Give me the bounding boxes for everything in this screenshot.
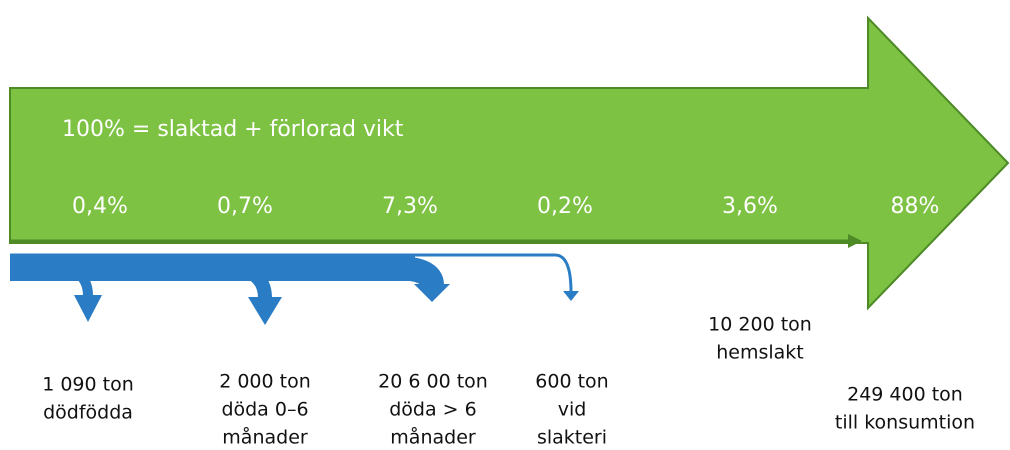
percent: 3,6% bbox=[722, 194, 778, 219]
blue-arrowhead bbox=[563, 291, 579, 301]
flow-label: 2 000 ton bbox=[219, 371, 311, 393]
blue-arrowhead bbox=[248, 297, 282, 325]
percent: 0,2% bbox=[537, 194, 593, 219]
flow-labels: 0,4% 1 090 ton dödfödda 0,7% 2 000 ton döda 0… bbox=[42, 194, 975, 449]
green-arrow bbox=[9, 15, 1010, 311]
flow-label: döda > 6 bbox=[389, 399, 476, 421]
flow-label: dödfödda bbox=[43, 402, 133, 424]
percent: 0,7% bbox=[217, 194, 273, 219]
flow-label: 249 400 ton bbox=[847, 384, 963, 406]
percent: 7,3% bbox=[382, 194, 438, 219]
blue-arrowhead bbox=[414, 284, 450, 302]
blue-branch bbox=[10, 253, 573, 293]
flow-label: månader bbox=[222, 426, 308, 449]
flow-label: 600 ton bbox=[535, 371, 608, 393]
inner-arrow-head bbox=[848, 234, 862, 248]
flow-label: döda 0–6 bbox=[221, 399, 308, 421]
blue-branch bbox=[224, 261, 272, 299]
flow-label: till konsumtion bbox=[835, 412, 975, 434]
blue-arrowhead bbox=[74, 295, 102, 322]
flow-label: 20 6 00 ton bbox=[378, 371, 488, 393]
blue-branch bbox=[54, 263, 93, 297]
flow-label: slakteri bbox=[537, 427, 607, 449]
flow-label: 1 090 ton bbox=[42, 374, 134, 396]
flow-label: 10 200 ton bbox=[708, 314, 812, 336]
blue-branch bbox=[394, 256, 444, 287]
percent: 0,4% bbox=[72, 194, 128, 219]
title: 100% = slaktad + förlorad vikt bbox=[62, 117, 404, 142]
flow-label: vid bbox=[558, 399, 587, 421]
percent: 88% bbox=[891, 194, 940, 219]
flow-label: hemslakt bbox=[716, 342, 804, 364]
flow-label: månader bbox=[390, 426, 476, 449]
